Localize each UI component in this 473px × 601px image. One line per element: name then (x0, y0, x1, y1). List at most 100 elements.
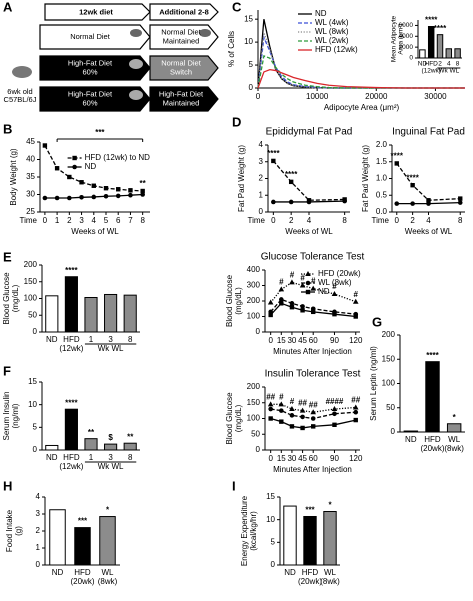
x-tick-label: (8wk) (98, 577, 118, 586)
y-tick-label: 10 (244, 37, 253, 46)
marker (300, 308, 305, 313)
arrow-label: Normal Diet (161, 27, 202, 36)
bar (84, 438, 98, 451)
bar (99, 516, 116, 566)
x-tick-label: 60 (309, 336, 318, 345)
marker (279, 301, 284, 306)
row-arrow (149, 86, 219, 112)
header-label: Additional 2-8 (159, 7, 209, 16)
y-tick-label: 0 (271, 560, 276, 569)
y-tick-label: 30 (26, 190, 35, 199)
marker (268, 406, 273, 412)
significance: # (290, 271, 295, 280)
x-tick-label: 5 (104, 216, 109, 225)
significance: ## (351, 396, 360, 405)
series-line (396, 201, 461, 205)
marker (342, 198, 347, 204)
significance: **** (65, 266, 78, 275)
marker (140, 192, 145, 197)
x-tick-label: WL (324, 568, 337, 577)
marker (103, 193, 109, 199)
y-tick-label: 4000 (399, 33, 414, 40)
marker (268, 312, 273, 318)
group-label: Wk WL (438, 68, 459, 75)
significance: *** (78, 517, 88, 526)
y-tick-label: 5 (271, 537, 276, 546)
x-tick-label: HFD (424, 435, 441, 444)
mouse-icon (130, 29, 142, 37)
x-tick-label: 3 (108, 453, 113, 462)
significance: # (279, 277, 284, 286)
marker (311, 309, 316, 315)
marker (299, 282, 306, 288)
marker (54, 166, 60, 171)
y-tick-label: 50 (386, 403, 395, 412)
y-axis-label: (mg/dL) (234, 404, 243, 432)
y-axis-label: Blood Glucose (2, 272, 11, 325)
x-tick-label: 60 (309, 454, 318, 463)
y-axis-label: Serum Insulin (2, 392, 11, 441)
significance: * (106, 506, 110, 515)
x-tick-label: 8 (458, 216, 463, 225)
y-tick-label: 50 (251, 429, 260, 438)
y-tick-label: 6000 (399, 22, 414, 29)
marker (128, 192, 133, 198)
marker (91, 194, 97, 200)
y-tick-label: 0 (256, 445, 261, 454)
y-axis-label: Energy Expenditure (240, 495, 249, 566)
marker (279, 297, 284, 302)
y-axis-label: Body Weight (g) (9, 148, 18, 206)
marker (332, 411, 337, 417)
x-tick-label: 8 (342, 216, 347, 225)
significance: # (290, 397, 295, 406)
group-label: Wk WL (98, 462, 124, 471)
marker (394, 161, 399, 166)
y-tick-label: 40 (26, 155, 35, 164)
x-axis-label: Weeks of WL (71, 227, 119, 236)
y-axis-label: Serum Leptin (ng/ml) (369, 346, 378, 421)
x-tick-label: 45 (298, 454, 307, 463)
significance: **** (425, 16, 438, 25)
marker (305, 280, 311, 286)
marker (67, 195, 72, 201)
marker (289, 413, 295, 418)
x-tick-label: (20wk) (420, 444, 444, 453)
bracket-label: *** (95, 128, 105, 137)
significance: **** (391, 152, 404, 161)
y-axis-label: Fat Pad Weight (g) (361, 145, 370, 212)
x-axis-label: Minutes After Injection (273, 347, 352, 356)
y-tick-label: 0.5 (376, 190, 388, 199)
x-tick-label: 3 (108, 335, 113, 344)
header-label: 12wk diet (79, 7, 113, 16)
x-tick-label: 30000 (424, 92, 447, 101)
series-line (272, 160, 345, 201)
marker (310, 285, 317, 291)
bar (64, 408, 78, 451)
y-tick-label: 1.0 (376, 174, 388, 183)
marker (332, 422, 337, 427)
marker (288, 179, 294, 185)
significance: # (311, 277, 316, 286)
x-tick-label: 6 (116, 216, 121, 225)
arrow-label: Maintained (163, 98, 200, 107)
marker (305, 271, 311, 276)
panel-label: G (372, 314, 382, 329)
y-tick-label: 3 (259, 157, 264, 166)
significance: **** (65, 398, 78, 407)
marker (289, 279, 295, 285)
row-arrow (39, 55, 151, 81)
x-tick-label: 8 (128, 453, 133, 462)
significance: ** (88, 428, 95, 437)
x-tick-label: 1 (89, 335, 94, 344)
bar (45, 295, 59, 333)
legend-label: WL (8wk) (318, 278, 352, 287)
x-tick-label: (20wk) (70, 577, 94, 586)
bar (104, 443, 118, 451)
bar (427, 26, 435, 59)
significance: **** (406, 173, 419, 182)
x-tick-label: 0 (271, 216, 276, 225)
marker (289, 305, 295, 310)
x-axis-label: Weeks of WL (405, 227, 453, 236)
series-line (396, 163, 461, 201)
y-tick-label: 50 (28, 310, 37, 319)
